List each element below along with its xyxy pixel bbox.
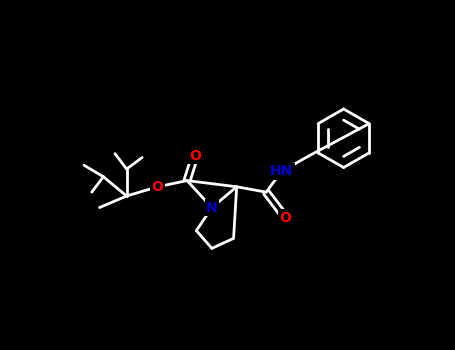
Text: O: O <box>152 180 163 194</box>
Text: N: N <box>206 201 217 215</box>
Text: HN: HN <box>270 164 293 178</box>
Text: O: O <box>189 149 201 163</box>
Text: O: O <box>279 211 292 225</box>
